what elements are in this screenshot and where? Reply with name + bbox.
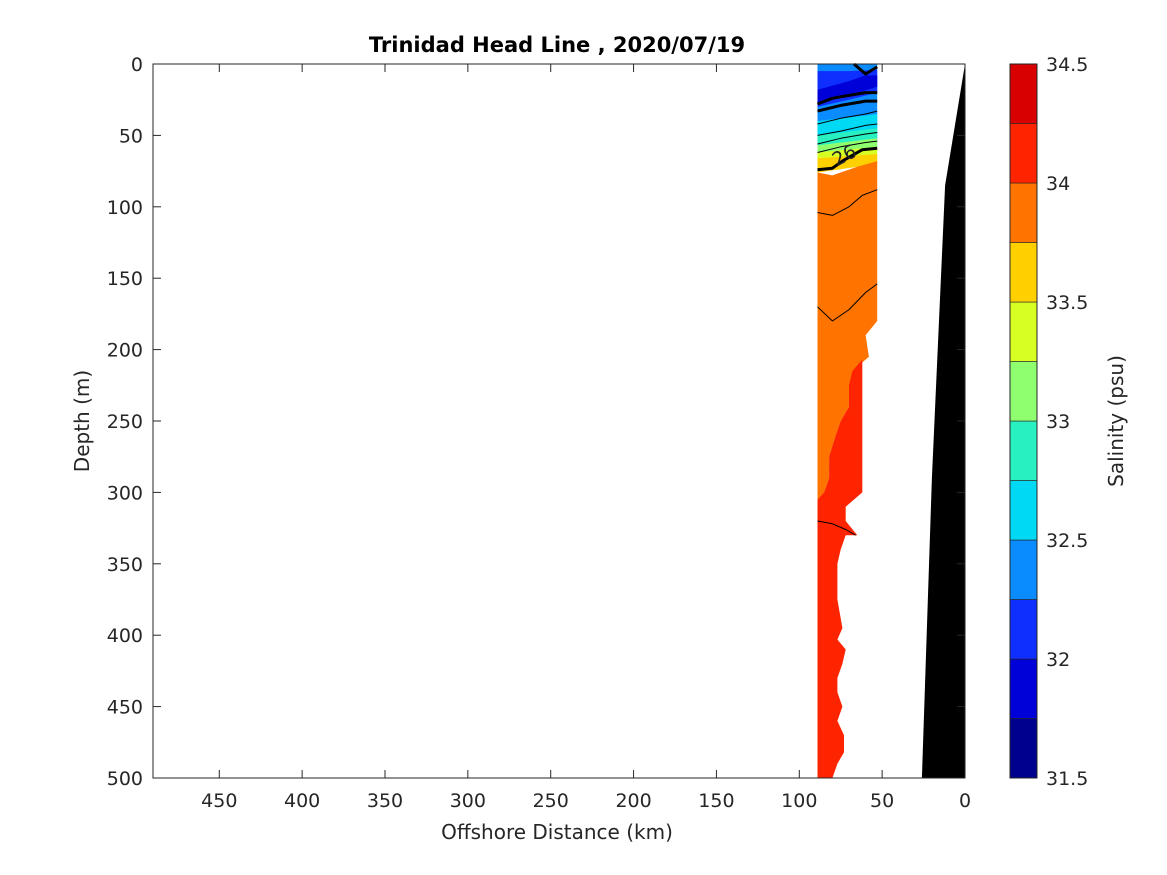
colorbar-tick-label: 32 — [1046, 649, 1070, 671]
colorbar-level-1 — [1009, 658, 1038, 719]
y-tick-label: 100 — [107, 197, 143, 219]
contour-line-3 — [817, 110, 878, 125]
y-axis-label: Depth (m) — [70, 370, 94, 472]
colorbar-tick-label: 33.5 — [1046, 292, 1088, 314]
region-orange-layer — [817, 161, 878, 500]
y-tick-label: 300 — [107, 482, 143, 504]
contour-line-1 — [817, 99, 878, 113]
colorbar: 31.5 32 32.5 33 33.5 34 34.5 — [1009, 54, 1088, 790]
x-tick-label: 100 — [781, 790, 817, 812]
contour-line-10 — [853, 62, 878, 76]
contour-line-4 — [817, 123, 878, 136]
colorbar-level-2 — [1009, 599, 1038, 660]
y-tick-label: 50 — [119, 125, 143, 147]
colorbar-tick-label: 34 — [1046, 173, 1070, 195]
colorbar-label: Salinity (psu) — [1104, 355, 1128, 487]
y-tick-label: 500 — [107, 768, 143, 790]
contour-line-9 — [817, 520, 856, 536]
contour-lines — [816, 62, 878, 536]
contour-line-8 — [817, 283, 878, 322]
y-tick-label: 0 — [131, 54, 143, 76]
x-tick-label: 50 — [870, 790, 894, 812]
x-tick-label: 200 — [615, 790, 651, 812]
region-red-layer — [817, 359, 863, 778]
contour-line-0 — [816, 91, 878, 106]
x-tick-label: 350 — [367, 790, 403, 812]
colorbar-level-6 — [1009, 361, 1038, 422]
y-tick-label: 150 — [107, 268, 143, 290]
x-axis-ticks: 450 400 350 300 250 200 150 100 50 0 — [201, 64, 971, 812]
contour-line-5 — [817, 132, 878, 145]
colorbar-level-5 — [1009, 420, 1038, 481]
y-tick-label: 200 — [107, 340, 143, 362]
x-tick-label: 150 — [698, 790, 734, 812]
contour-line-6 — [817, 140, 878, 153]
x-tick-label: 400 — [284, 790, 320, 812]
x-tick-label: 300 — [450, 790, 486, 812]
colorbar-tick-label: 33 — [1046, 411, 1070, 433]
chart-title: Trinidad Head Line , 2020/07/19 — [369, 33, 745, 57]
colorbar-level-4 — [1009, 480, 1038, 541]
x-axis-label: Offshore Distance (km) — [441, 820, 673, 844]
colorbar-level-7 — [1009, 301, 1038, 362]
y-tick-label: 250 — [107, 411, 143, 433]
plot-area: 26 450 400 350 300 250 200 150 100 50 0 050100150… — [107, 54, 971, 812]
colorbar-frame — [1009, 63, 1038, 779]
colorbar-tick-label: 31.5 — [1046, 768, 1088, 790]
y-tick-label: 450 — [107, 697, 143, 719]
x-tick-label: 0 — [959, 790, 971, 812]
x-tick-label: 450 — [201, 790, 237, 812]
y-axis-ticks: 0 50 100 150 200 250 300 350 400 450 500 — [107, 54, 965, 790]
filled-regions — [817, 64, 878, 778]
colorbar-level-0 — [1009, 718, 1038, 779]
y-tick-label: 400 — [107, 625, 143, 647]
colorbar-level-11 — [1009, 63, 1038, 124]
colorbar-level-10 — [1009, 123, 1038, 184]
colorbar-tick-label: 32.5 — [1046, 530, 1088, 552]
colorbar-level-8 — [1009, 242, 1038, 303]
contour-line-7 — [817, 189, 878, 216]
y-tick-label: 350 — [107, 554, 143, 576]
x-tick-label: 250 — [533, 790, 569, 812]
colorbar-tick-label: 34.5 — [1046, 54, 1088, 76]
seafloor-bathymetry — [921, 64, 965, 778]
region-blue-darker — [817, 75, 878, 103]
contour-line-2 — [817, 146, 878, 172]
colorbar-level-9 — [1009, 182, 1038, 243]
colorbar-level-3 — [1009, 539, 1038, 600]
